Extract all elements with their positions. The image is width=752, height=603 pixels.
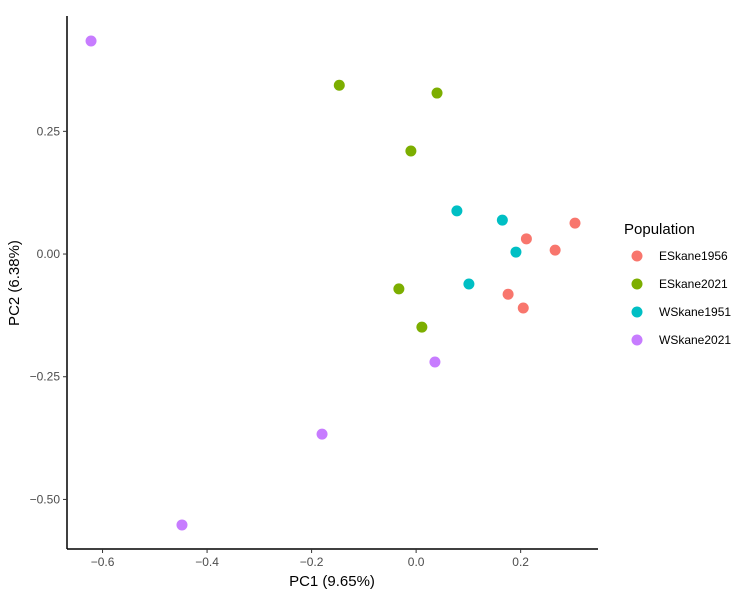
- y-tick-label: −0.25: [30, 370, 61, 384]
- point-WSkane1951: [463, 278, 475, 290]
- point-ESkane2021: [431, 87, 443, 99]
- y-tick-label: −0.50: [30, 492, 61, 506]
- point-ESkane1956: [517, 302, 529, 314]
- legend-label: ESkane1956: [659, 249, 728, 263]
- point-WSkane1951: [496, 214, 508, 226]
- point-WSkane2021: [429, 356, 441, 368]
- legend-label: WSkane1951: [659, 305, 731, 319]
- point-ESkane2021: [405, 145, 417, 157]
- point-WSkane1951: [451, 205, 463, 217]
- legend-label: ESkane2021: [659, 277, 728, 291]
- legend-key-ESkane2021: [631, 278, 643, 290]
- y-axis-label: PC2 (6.38%): [6, 240, 23, 326]
- legend-key-ESkane1956: [631, 250, 643, 262]
- y-tick-label: 0.25: [37, 124, 61, 138]
- x-tick-label: 0.0: [408, 555, 425, 569]
- point-WSkane2021: [176, 519, 188, 531]
- legend-label: WSkane2021: [659, 333, 731, 347]
- legend-key-WSkane1951: [631, 306, 643, 318]
- legend-key-WSkane2021: [631, 334, 643, 346]
- x-tick-label: 0.2: [512, 555, 529, 569]
- point-ESkane2021: [393, 283, 405, 295]
- plot-area: −0.6 −0.4 −0.2 0.0 0.2 0.25 0.00 −0.25 −0.50: [30, 16, 598, 569]
- point-ESkane1956: [502, 288, 514, 300]
- point-WSkane1951: [510, 246, 522, 258]
- x-axis-label: PC1 (9.65%): [289, 573, 375, 590]
- x-tick-label: −0.2: [300, 555, 324, 569]
- point-ESkane1956: [569, 217, 581, 229]
- point-WSkane2021: [85, 35, 97, 47]
- point-ESkane1956: [549, 244, 561, 256]
- point-ESkane2021: [333, 79, 345, 91]
- x-tick-label: −0.4: [195, 555, 219, 569]
- legend-title: Population: [624, 221, 695, 238]
- point-ESkane1956: [520, 233, 532, 245]
- point-WSkane2021: [316, 428, 328, 440]
- y-tick-label: 0.00: [37, 247, 61, 261]
- point-ESkane2021: [416, 321, 428, 333]
- x-tick-label: −0.6: [91, 555, 115, 569]
- legend: Population ESkane1956 ESkane2021 WSkane195…: [624, 221, 731, 347]
